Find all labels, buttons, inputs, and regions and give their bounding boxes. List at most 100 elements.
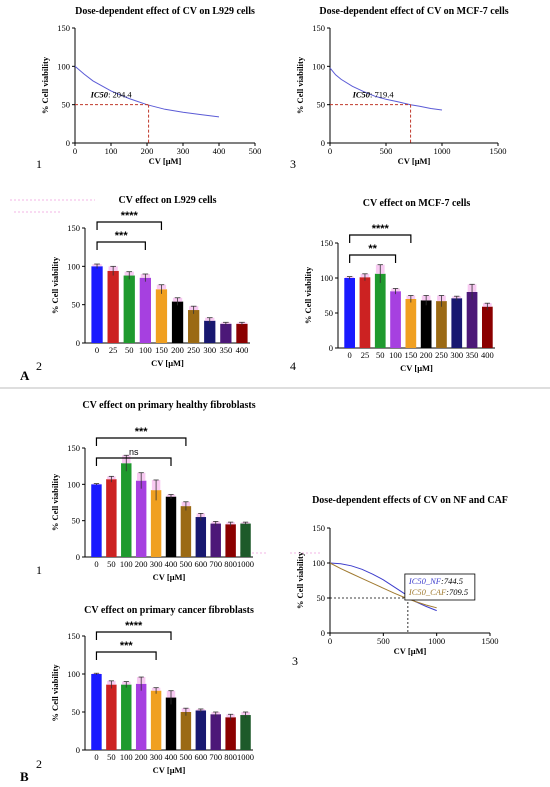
- x-tick-label: 1500: [490, 146, 507, 156]
- significance-label: **: [368, 243, 377, 255]
- bar: [180, 712, 192, 750]
- y-axis-label: % Cell viability: [50, 256, 60, 314]
- x-tick-label: 350: [219, 345, 232, 355]
- significance-bracket: [349, 234, 412, 243]
- x-tick-label: 0: [95, 345, 99, 355]
- ic50-label: IC50: [90, 90, 109, 100]
- x-tick-label: 150: [404, 350, 417, 360]
- x-tick-label: 300: [203, 345, 216, 355]
- significance-bracket: [96, 241, 146, 250]
- y-tick-label: 100: [320, 273, 333, 283]
- y-tick-label: 150: [67, 223, 80, 233]
- x-tick-label: 1000: [428, 636, 445, 646]
- chart-title: Dose-dependent effect of CV on L929 cell…: [75, 6, 255, 17]
- bar: [91, 674, 102, 750]
- x-tick-label: 200: [141, 146, 154, 156]
- bar: [436, 301, 447, 348]
- x-tick-label: 0: [73, 146, 77, 156]
- ic50-annotation: IC50: 719.4: [352, 90, 395, 100]
- x-tick-label: 200: [171, 345, 184, 355]
- significance-label: ns: [129, 447, 139, 457]
- bar: [240, 523, 251, 557]
- series-curve: [329, 562, 437, 609]
- x-tick-label: 50: [107, 559, 116, 569]
- ic50-legend-entry: IC50_CAF:709.5: [408, 587, 468, 597]
- y-tick-label: 100: [67, 479, 80, 489]
- x-tick-label: 500: [380, 146, 393, 156]
- section-label-a: A: [20, 368, 30, 383]
- chart-title: CV effect on primary healthy fibroblasts: [82, 400, 255, 411]
- bar: [135, 683, 147, 750]
- x-tick-label: 500: [249, 146, 262, 156]
- y-tick-label: 0: [76, 745, 80, 755]
- x-tick-label: 200: [135, 559, 148, 569]
- y-tick-label: 50: [317, 593, 326, 603]
- bar: [405, 299, 417, 348]
- bar: [121, 463, 132, 557]
- bar: [150, 490, 162, 557]
- panel-number-a2: 2: [36, 359, 42, 373]
- bar: [210, 714, 221, 750]
- x-tick-label: 200: [420, 350, 433, 360]
- x-tick-label: 0: [94, 752, 98, 762]
- x-tick-label: 1000: [237, 752, 254, 762]
- x-tick-label: 500: [180, 559, 193, 569]
- x-tick-label: 50: [125, 345, 134, 355]
- y-tick-label: 100: [67, 261, 80, 271]
- section-label-b: B: [20, 769, 29, 784]
- x-axis-label: CV [μM]: [153, 572, 186, 582]
- y-tick-label: 0: [66, 138, 70, 148]
- chart-title: CV effect on primary cancer fibroblasts: [84, 605, 254, 616]
- bar: [195, 710, 207, 750]
- y-tick-label: 0: [76, 338, 80, 348]
- ic50-legend-box: [404, 573, 476, 601]
- bar: [150, 690, 162, 750]
- chart-cancer-fibroblasts-bars: 0 50 100 150 % Cell viability CV [μM] CV effec…: [50, 605, 254, 775]
- x-tick-label: 250: [187, 345, 200, 355]
- x-tick-label: 100: [139, 345, 152, 355]
- x-tick-label: 800: [224, 752, 237, 762]
- x-axis-label: CV [μM]: [400, 363, 433, 373]
- bar: [165, 697, 177, 750]
- bar: [91, 484, 102, 557]
- x-tick-label: 600: [194, 752, 207, 762]
- bar: [180, 506, 192, 557]
- bar: [135, 480, 147, 557]
- bar: [195, 517, 207, 557]
- x-tick-label: 0: [328, 636, 332, 646]
- x-tick-label: 0: [348, 350, 352, 360]
- significance-label: ***: [115, 230, 129, 242]
- x-tick-label: 800: [224, 559, 237, 569]
- y-axis-label: % Cell viability: [50, 473, 60, 531]
- y-tick-label: 0: [76, 552, 80, 562]
- significance-bracket: [95, 457, 172, 466]
- y-axis-label: % Cell viability: [303, 266, 313, 324]
- bar: [236, 323, 248, 343]
- significance-bracket: [349, 254, 397, 263]
- bar: [466, 292, 478, 348]
- y-tick-label: 100: [312, 61, 325, 71]
- y-axis-label: % Cell viability: [295, 56, 305, 114]
- x-tick-label: 50: [376, 350, 385, 360]
- x-tick-label: 0: [328, 146, 332, 156]
- panel-number-b2: 2: [36, 757, 42, 771]
- ic50-label: IC50: [352, 90, 371, 100]
- bar: [390, 291, 401, 348]
- ic50-legend-entry: IC50_NF:744.5: [408, 576, 463, 586]
- x-tick-label: 300: [150, 559, 163, 569]
- bar: [123, 275, 135, 343]
- y-tick-label: 150: [57, 23, 70, 33]
- panel-number-a3: 3: [290, 157, 296, 171]
- x-tick-label: 0: [94, 559, 98, 569]
- y-tick-label: 50: [62, 100, 71, 110]
- panel-number-b1: 1: [36, 563, 42, 577]
- significance-label: ***: [120, 640, 134, 652]
- chart-title: Dose-dependent effect of CV on MCF-7 cel…: [319, 6, 508, 17]
- y-tick-label: 0: [321, 138, 325, 148]
- x-tick-label: 300: [450, 350, 463, 360]
- chart-l929-dose-response: 0 50 100 150 % Cell viability CV [μM] Dose-dep…: [40, 6, 261, 166]
- chart-title: CV effect on MCF-7 cells: [363, 198, 471, 209]
- ic50-legend-label: IC50_NF: [408, 576, 442, 586]
- series-curve: [74, 65, 220, 118]
